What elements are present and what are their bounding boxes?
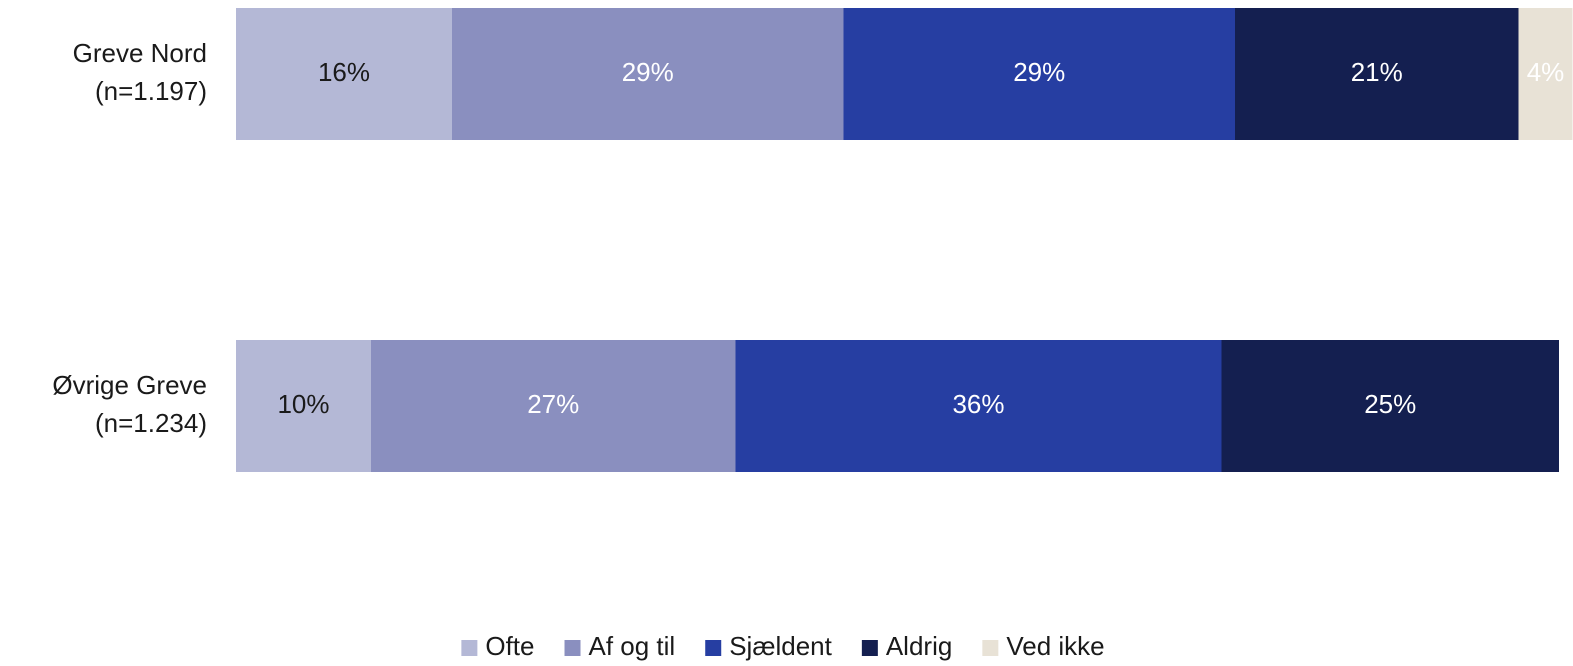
bar-segment [843, 8, 1235, 140]
category-label: (n=1.234) [95, 408, 207, 438]
bar-segment [1235, 8, 1519, 140]
bar-segment [735, 340, 1222, 472]
legend-label: Aldrig [886, 631, 952, 661]
value-label: 29% [622, 57, 674, 87]
value-label: 16% [318, 57, 370, 87]
value-label: 25% [1364, 389, 1416, 419]
legend-swatch [982, 640, 999, 656]
legend-label: Af og til [589, 631, 676, 661]
bar-segment [236, 8, 452, 140]
value-label: 21% [1351, 57, 1403, 87]
value-label: 10% [277, 389, 329, 419]
category-label: Greve Nord [73, 38, 207, 68]
legend-label: Ved ikke [1006, 631, 1104, 661]
legend-swatch [461, 640, 478, 656]
value-label: 36% [952, 389, 1004, 419]
category-label: (n=1.197) [95, 76, 207, 106]
legend-label: Sjældent [729, 631, 832, 661]
bar-segment [1221, 340, 1559, 472]
value-label: 27% [527, 389, 579, 419]
bar-segment [1518, 8, 1573, 140]
category-label: Øvrige Greve [52, 370, 207, 400]
legend-swatch [705, 640, 722, 656]
value-label: 4% [1527, 57, 1565, 87]
bar-segment [236, 340, 371, 472]
value-label: 29% [1013, 57, 1065, 87]
bar-segment [371, 340, 736, 472]
bar-segment [452, 8, 844, 140]
legend-label: Ofte [485, 631, 534, 661]
legend-swatch [564, 640, 581, 656]
legend-swatch [861, 640, 878, 656]
